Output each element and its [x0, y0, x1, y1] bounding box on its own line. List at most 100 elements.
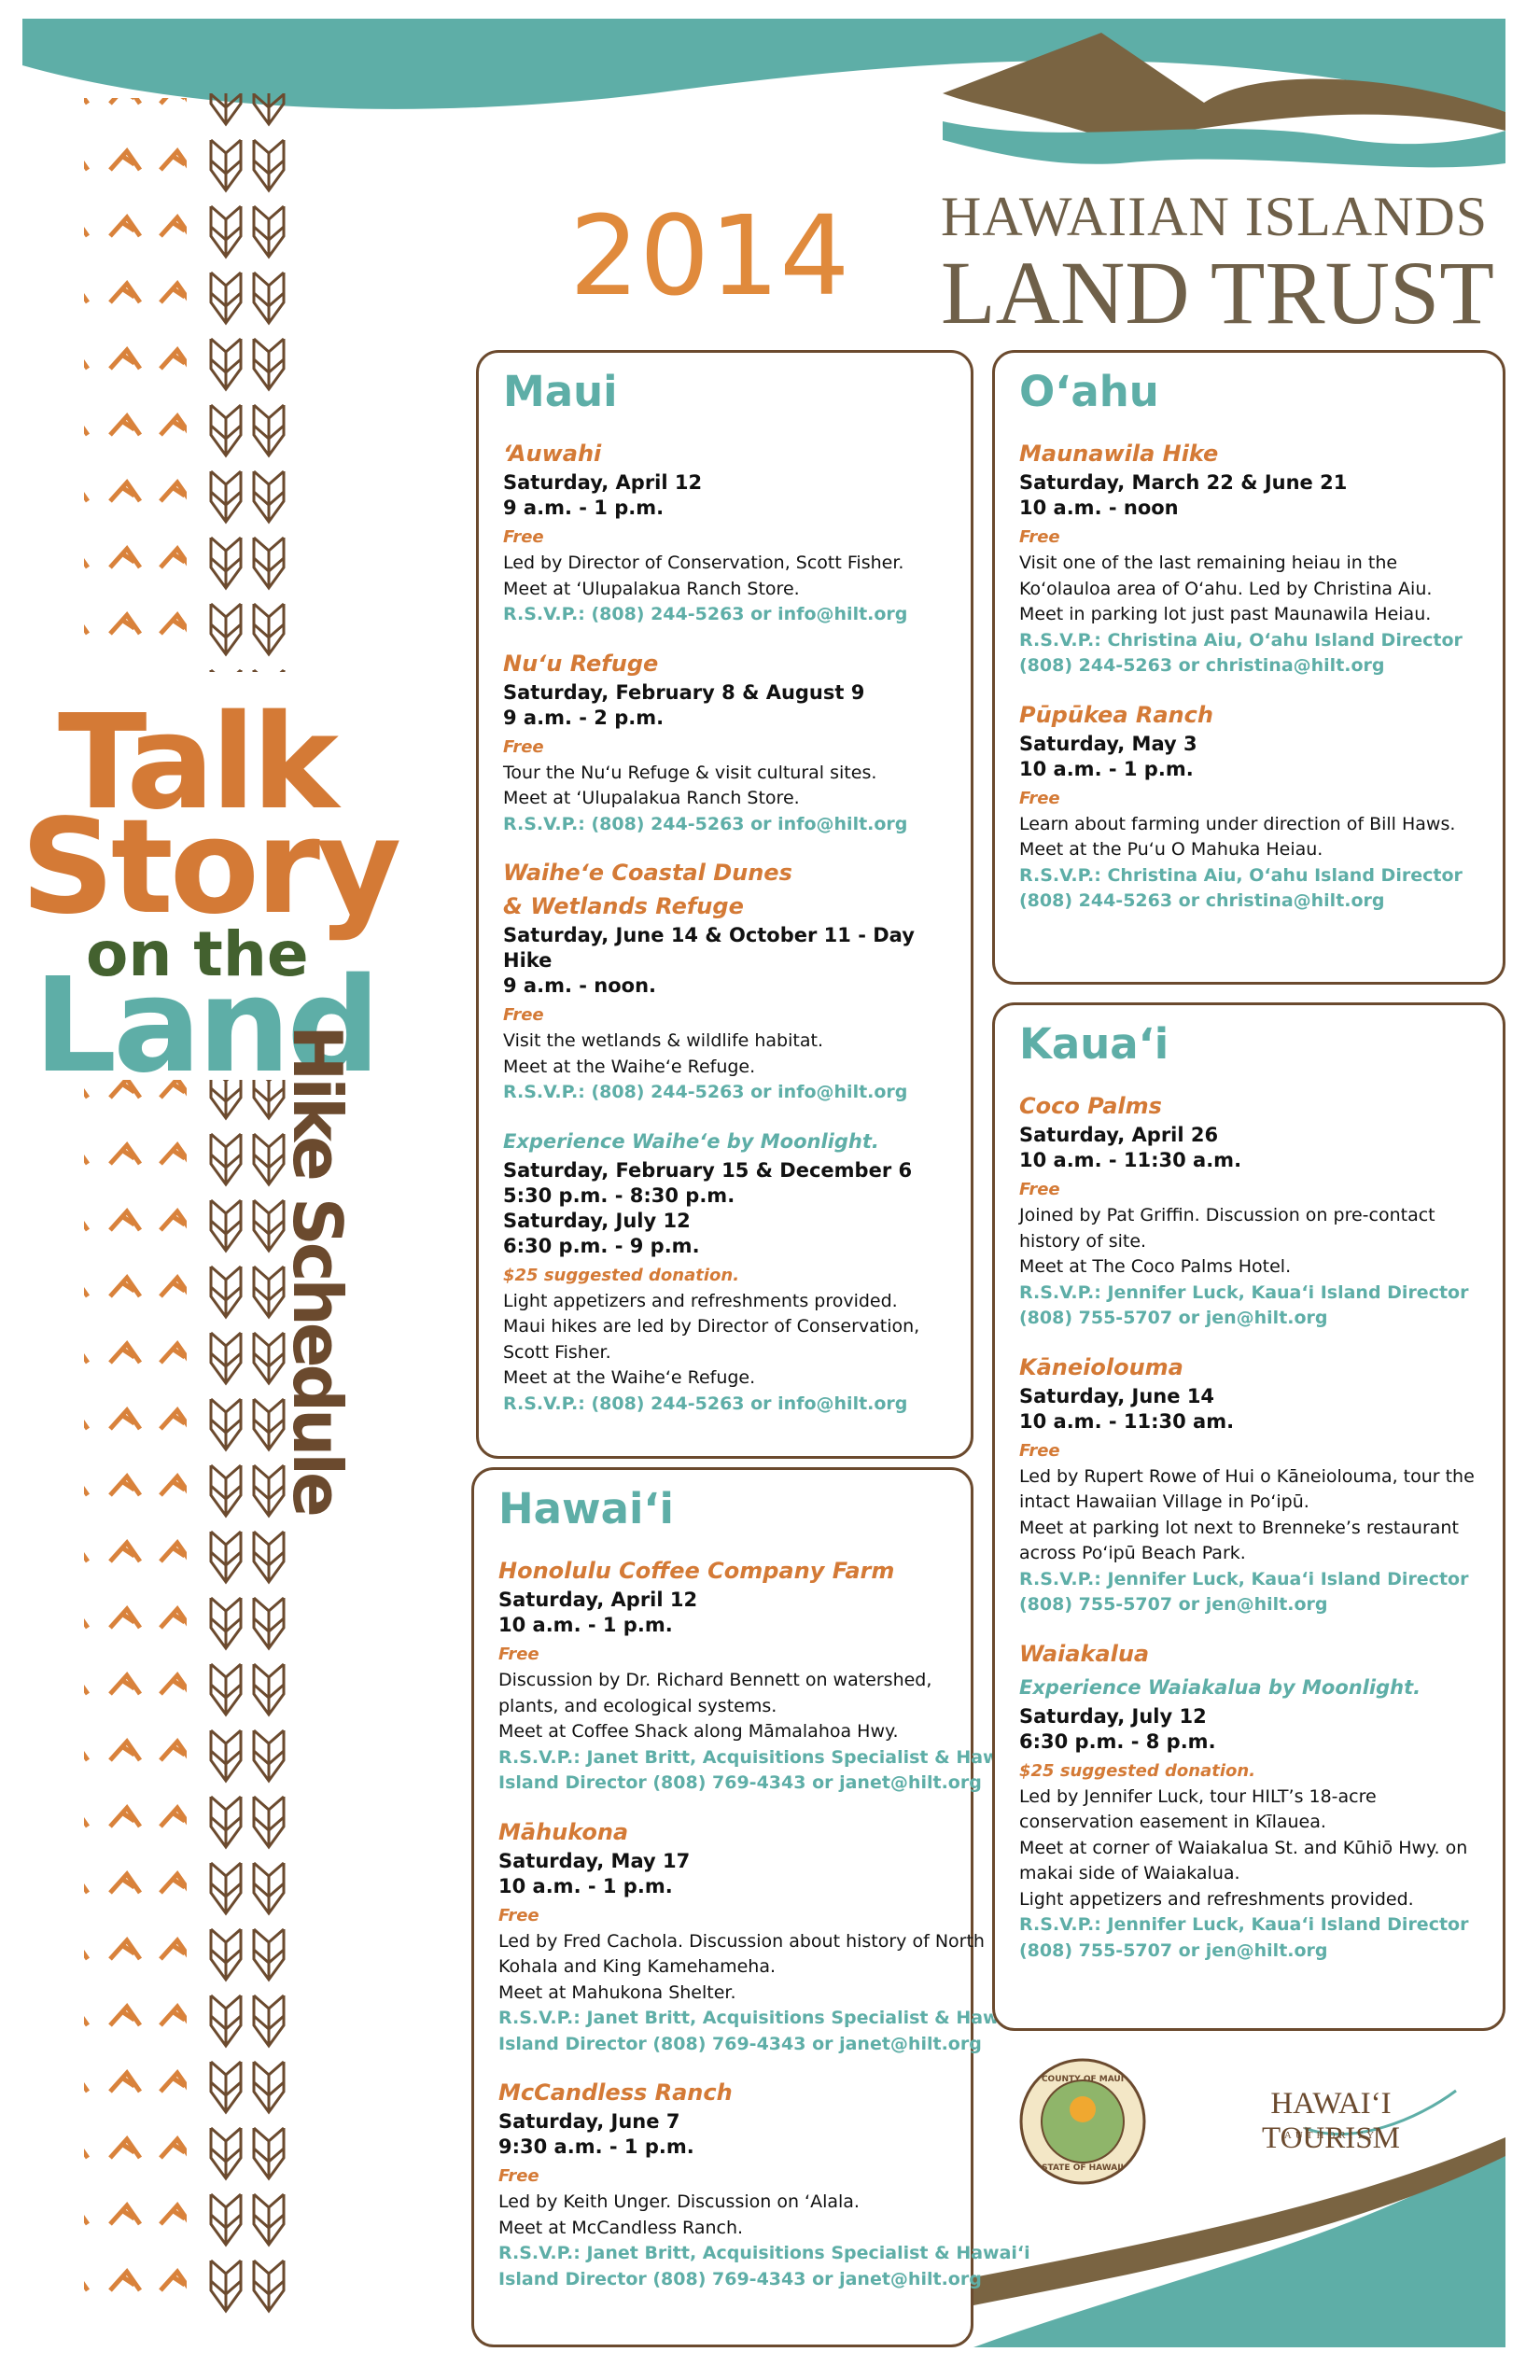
event-time: Saturday, March 22 & June 21: [1019, 471, 1348, 494]
event-detail: Meet at the Waiheʻe Refuge.: [503, 1056, 756, 1077]
event-detail: Led by Fred Cachola. Discussion about hi…: [498, 1930, 985, 1952]
event-rsvp: R.S.V.P.: Christina Aiu, Oʻahu Island Di…: [1019, 864, 1463, 886]
event-rsvp: R.S.V.P.: Janet Britt, Acquisitions Spec…: [498, 1746, 1030, 1768]
event-detail: intact Hawaiian Village in Poʻipū.: [1019, 1491, 1309, 1512]
event-cost: Free: [1019, 1180, 1060, 1199]
event-detail: Tour the Nuʻu Refuge & visit cultural si…: [503, 762, 877, 783]
event-name: Honolulu Coffee Company Farm: [498, 1558, 895, 1584]
event-rsvp: (808) 244-5263 or christina@hilt.org: [1019, 890, 1385, 911]
event: Maunawila Hike Saturday, March 22 & June …: [1019, 437, 1478, 679]
event-time: Saturday, June 14 & October 11 - Day Hik…: [503, 924, 915, 972]
event-cost: Free: [498, 1645, 539, 1664]
event-name: ʻAuwahi: [503, 441, 602, 467]
event: Māhukona Saturday, May 17 10 a.m. - 1 p.m.…: [498, 1815, 1030, 2058]
event-rsvp: Island Director (808) 769-4343 or janet@…: [498, 2268, 982, 2289]
event-cost: Free: [503, 1005, 544, 1025]
event-detail: Light appetizers and refreshments provid…: [1019, 1888, 1414, 1910]
event-time: Saturday, February 15 & December 6: [503, 1158, 913, 1182]
event-cost: Free: [1019, 527, 1060, 547]
event-detail: Visit the wetlands & wildlife habitat.: [503, 1030, 823, 1051]
event-name: Maunawila Hike: [1019, 441, 1219, 467]
event-detail: Discussion by Dr. Richard Bennett on wat…: [498, 1670, 932, 1690]
event-rsvp: (808) 755-5707 or jen@hilt.org: [1019, 1594, 1328, 1615]
event-detail: Kohala and King Kamehameha.: [498, 1956, 777, 1977]
event: Honolulu Coffee Company Farm Saturday, Ap…: [498, 1554, 1030, 1797]
event-cost: Free: [498, 1905, 539, 1925]
event-detail: history of site.: [1019, 1230, 1147, 1252]
event-time: 9:30 a.m. - 1 p.m.: [498, 2135, 694, 2158]
org-name: LAND TRUST: [941, 243, 1494, 343]
event-detail: Meet at parking lot next to Brenneke’s r…: [1019, 1517, 1459, 1538]
event: Waiakalua Experience Waiakalua by Moonlig…: [1019, 1637, 1478, 1965]
year: 2014: [569, 191, 850, 320]
seal-text: COUNTY OF MAUI: [1041, 2075, 1125, 2084]
event-time: Saturday, April 26: [1019, 1124, 1219, 1146]
event-rsvp: R.S.V.P.: (808) 244-5263 or info@hilt.or…: [503, 1393, 908, 1414]
event-time: 9 a.m. - 2 p.m.: [503, 706, 665, 729]
event-detail: Koʻolauloa area of Oʻahu. Led by Christi…: [1019, 578, 1433, 599]
event-detail: Led by Rupert Rowe of Hui o Kāneiolouma,…: [1019, 1465, 1475, 1487]
event: Coco Palms Saturday, April 26 10 a.m. - 11…: [1019, 1089, 1478, 1332]
event-time: 6:30 p.m. - 9 p.m.: [503, 1234, 700, 1257]
event-detail: conservation easement in Kīlauea.: [1019, 1812, 1326, 1832]
island-box: Oʻahu Maunawila Hike Saturday, March 22 & …: [992, 350, 1505, 985]
event-detail: Joined by Pat Griffin. Discussion on pre…: [1019, 1205, 1435, 1225]
event-time: Saturday, July 12: [503, 1209, 691, 1232]
event-rsvp: R.S.V.P.: Jennifer Luck, Kauaʻi Island D…: [1019, 1914, 1469, 1935]
event-time: Saturday, April 12: [503, 471, 703, 494]
event-name: Pūpūkea Ranch: [1019, 701, 1213, 728]
seal-text: STATE OF HAWAII: [1042, 2163, 1124, 2173]
event-detail: across Poʻipū Beach Park.: [1019, 1543, 1246, 1563]
side-title: Talk: [58, 687, 339, 839]
event-rsvp: R.S.V.P.: (808) 244-5263 or info@hilt.or…: [503, 813, 908, 834]
side-title: Story: [21, 791, 401, 944]
event-time: 10 a.m. - 11:30 a.m.: [1019, 1149, 1242, 1171]
event-cost: Free: [503, 736, 544, 757]
island-box: Maui ʻAuwahi Saturday, April 12 9 a.m. - 1 …: [476, 350, 973, 1459]
event-detail: Meet at Coffee Shack along Māmalahoa Hwy…: [498, 1721, 899, 1742]
side-title: Land: [34, 950, 381, 1102]
event-detail: Led by Director of Conservation, Scott F…: [503, 553, 904, 573]
island-title: Hawaiʻi: [498, 1484, 674, 1533]
event-rsvp: Island Director (808) 769-4343 or janet@…: [498, 2033, 982, 2054]
event-detail: Light appetizers and refreshments provid…: [503, 1290, 898, 1311]
event-time: Saturday, May 17: [498, 1849, 691, 1872]
event-rsvp: (808) 755-5707 or jen@hilt.org: [1019, 1939, 1328, 1961]
island-title: Maui: [503, 367, 618, 416]
org-name: HAWAIIAN ISLANDS: [941, 186, 1489, 247]
event-cost: Free: [1019, 1440, 1060, 1461]
event-rsvp: R.S.V.P.: Janet Britt, Acquisitions Spec…: [498, 2008, 1030, 2028]
event-subtitle: Experience Waiheʻe by Moonlight.: [503, 1129, 879, 1153]
event-name: Kāneiolouma: [1019, 1353, 1183, 1380]
event-time: Saturday, February 8 & August 9: [503, 680, 865, 704]
island-box: Kauaʻi Coco Palms Saturday, April 26 10 a.m…: [992, 1002, 1505, 2031]
event: Experience Waiheʻe by Moonlight. Saturday…: [503, 1125, 946, 1418]
event-detail: Learn about farming under direction of B…: [1019, 813, 1456, 834]
event-time: 10 a.m. - 1 p.m.: [1019, 757, 1194, 780]
event-time: 9 a.m. - noon.: [503, 974, 657, 997]
island-title: Kauaʻi: [1019, 1019, 1169, 1069]
event-name: & Wetlands Refuge: [503, 893, 744, 919]
event-detail: makai side of Waiakalua.: [1019, 1863, 1240, 1883]
event-rsvp: R.S.V.P.: (808) 244-5263 or info@hilt.or…: [503, 1082, 908, 1102]
event-rsvp: R.S.V.P.: Janet Britt, Acquisitions Spec…: [498, 2243, 1030, 2263]
event-detail: plants, and ecological systems.: [498, 1695, 777, 1716]
event-name: Waiakalua: [1019, 1640, 1150, 1667]
event-cost: Free: [503, 527, 544, 547]
event-rsvp: (808) 755-5707 or jen@hilt.org: [1019, 1308, 1328, 1328]
island-box: Hawaiʻi Honolulu Coffee Company Farm Satur…: [471, 1467, 1030, 2347]
event-time: 10 a.m. - 1 p.m.: [498, 1874, 673, 1897]
event-name: Nuʻu Refuge: [503, 650, 659, 677]
event-time: 10 a.m. - noon: [1019, 497, 1179, 519]
event-time: Saturday, May 3: [1019, 732, 1197, 755]
event-rsvp: R.S.V.P.: Christina Aiu, Oʻahu Island Di…: [1019, 629, 1463, 651]
event-detail: Led by Jennifer Luck, tour HILT’s 18-acr…: [1019, 1785, 1377, 1807]
event-rsvp: R.S.V.P.: Jennifer Luck, Kauaʻi Island D…: [1019, 1568, 1469, 1589]
event-rsvp: R.S.V.P.: Jennifer Luck, Kauaʻi Island D…: [1019, 1281, 1469, 1303]
event-detail: Meet at corner of Waiakalua St. and Kūhi…: [1019, 1837, 1468, 1858]
side-title: on the: [86, 918, 309, 990]
event-subtitle: Experience Waiakalua by Moonlight.: [1019, 1675, 1421, 1699]
event-time: 5:30 p.m. - 8:30 p.m.: [503, 1183, 735, 1207]
event-detail: Led by Keith Unger. Discussion on ʻAlala…: [498, 2191, 860, 2212]
